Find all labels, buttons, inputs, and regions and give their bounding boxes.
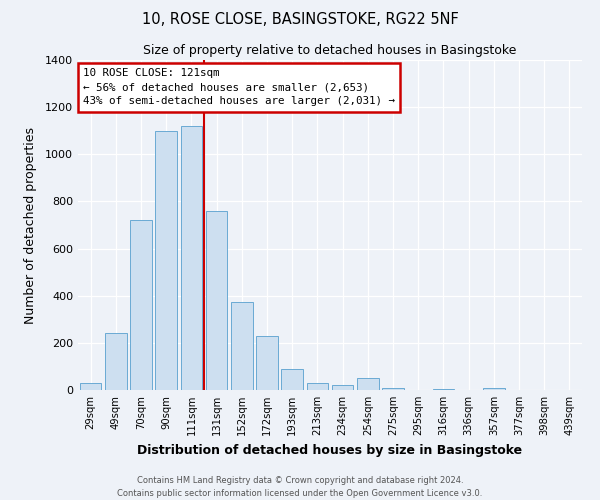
Bar (433, 389, 454, 390)
Bar (155, 130, 177, 390)
Bar (483, 388, 505, 390)
Bar (357, 378, 379, 390)
Bar (181, 126, 202, 390)
Bar (80, 383, 101, 390)
Bar (256, 336, 278, 390)
Bar (206, 211, 227, 390)
Title: Size of property relative to detached houses in Basingstoke: Size of property relative to detached ho… (143, 44, 517, 58)
Bar (382, 388, 404, 390)
Bar (231, 302, 253, 390)
Bar (281, 369, 303, 390)
Y-axis label: Number of detached properties: Number of detached properties (23, 126, 37, 324)
Text: 10 ROSE CLOSE: 121sqm
← 56% of detached houses are smaller (2,653)
43% of semi-d: 10 ROSE CLOSE: 121sqm ← 56% of detached … (83, 68, 395, 106)
Bar (332, 386, 353, 390)
Text: Contains HM Land Registry data © Crown copyright and database right 2024.
Contai: Contains HM Land Registry data © Crown c… (118, 476, 482, 498)
Text: 10, ROSE CLOSE, BASINGSTOKE, RG22 5NF: 10, ROSE CLOSE, BASINGSTOKE, RG22 5NF (142, 12, 458, 28)
X-axis label: Distribution of detached houses by size in Basingstoke: Distribution of detached houses by size … (137, 444, 523, 456)
Bar (105, 334, 127, 390)
Bar (130, 220, 152, 390)
Bar (307, 383, 328, 390)
